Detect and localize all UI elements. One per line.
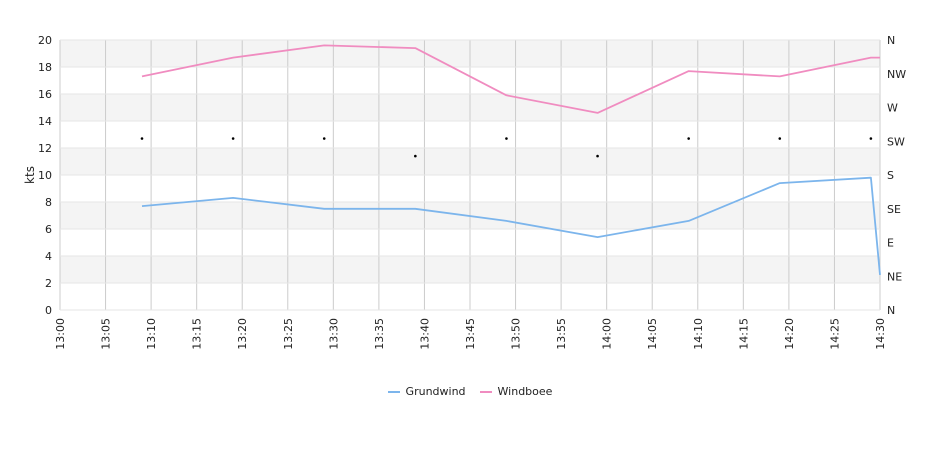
y-tick-label: 16: [38, 88, 52, 101]
x-tick-label: 13:25: [282, 318, 295, 350]
direction-point: [414, 154, 417, 158]
x-tick-label: 13:55: [555, 318, 568, 350]
legend-swatch-windboee: [479, 390, 492, 393]
series-line-grundwind: [141, 176, 881, 275]
y2-tick-label: W: [887, 102, 898, 115]
x-tick-label: 14:25: [828, 318, 841, 350]
y2-tick-label: NE: [887, 270, 902, 283]
x-tick-label: 13:20: [236, 318, 249, 350]
x-tick-label: 14:05: [646, 318, 659, 350]
x-tick-label: 14:10: [692, 318, 705, 350]
x-tick-label: 13:05: [100, 318, 113, 350]
series-line-windboee: [141, 44, 880, 114]
y-tick-label: 4: [45, 250, 52, 263]
horizontal-gridlines: [60, 39, 880, 311]
direction-point: [778, 137, 782, 140]
series-group: [140, 44, 881, 275]
x-tick-label: 13:10: [145, 318, 158, 350]
legend-item-grundwind[interactable]: Grundwind: [387, 385, 466, 398]
x-tick-label: 13:15: [191, 318, 204, 350]
x-tick-label: 13:45: [464, 318, 477, 350]
legend: Grundwind Windboee: [0, 385, 940, 398]
legend-label-grundwind: Grundwind: [405, 385, 466, 398]
x-tick-label: 13:00: [54, 318, 67, 350]
y2-axis-ticks: N NE E SE S SW W NW N: [887, 34, 906, 317]
x-tick-label: 13:40: [418, 318, 431, 350]
direction-point: [505, 137, 508, 140]
direction-point: [596, 154, 599, 158]
direction-point: [687, 137, 690, 140]
y-tick-label: 18: [38, 61, 52, 74]
x-tick-label: 13:35: [373, 318, 386, 350]
x-tick-label: 14:20: [783, 318, 796, 350]
legend-label-windboee: Windboee: [497, 385, 553, 398]
y-axis-title: kts: [23, 166, 37, 184]
x-axis-ticks: 13:00 13:05 13:10 13:15 13:20 13:25 13:30 13:35…: [54, 318, 887, 350]
direction-point: [869, 137, 873, 140]
y-tick-label: 14: [38, 115, 52, 128]
y2-tick-label: SW: [887, 135, 905, 148]
direction-point: [322, 137, 326, 140]
y2-tick-label: N: [887, 34, 895, 47]
y-tick-label: 2: [45, 277, 52, 290]
legend-item-windboee[interactable]: Windboee: [479, 385, 553, 398]
y2-tick-label: SE: [887, 203, 901, 216]
y-tick-label: 10: [38, 169, 52, 182]
y-tick-label: 12: [38, 142, 52, 155]
y-tick-label: 8: [45, 196, 52, 209]
y-tick-label: 0: [45, 304, 52, 317]
x-tick-label: 14:00: [601, 318, 614, 350]
x-tick-label: 14:30: [874, 318, 887, 350]
y-axis-ticks: 0 2 4 6 8 10 12 14 16 18 20: [38, 34, 52, 317]
y2-tick-label: S: [887, 169, 894, 182]
x-tick-label: 13:30: [327, 318, 340, 350]
legend-swatch-grundwind: [387, 390, 400, 393]
y2-tick-label: E: [887, 237, 894, 250]
y2-tick-label: N: [887, 304, 895, 317]
x-tick-label: 14:15: [737, 318, 750, 350]
direction-point: [231, 137, 235, 140]
y2-tick-label: NW: [887, 68, 906, 81]
y-tick-label: 20: [38, 34, 52, 47]
y-tick-label: 6: [45, 223, 52, 236]
x-tick-label: 13:50: [510, 318, 523, 350]
direction-point: [140, 137, 144, 140]
